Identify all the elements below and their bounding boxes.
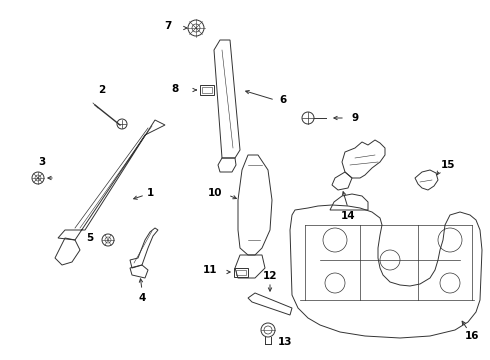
Text: 11: 11 [203, 265, 217, 275]
Bar [200, 85, 214, 95]
Text: 12: 12 [263, 271, 277, 281]
Text: 6: 6 [279, 95, 287, 105]
Text: 15: 15 [441, 160, 455, 170]
Text: 3: 3 [38, 157, 46, 167]
Text: 1: 1 [147, 188, 154, 198]
Text: 16: 16 [465, 331, 479, 341]
Bar [234, 268, 248, 277]
Text: 10: 10 [208, 188, 222, 198]
Text: 4: 4 [138, 293, 146, 303]
Text: 8: 8 [172, 84, 179, 94]
Text: 5: 5 [86, 233, 94, 243]
Text: 14: 14 [341, 211, 355, 221]
Bar [202, 87, 212, 93]
Bar [236, 270, 246, 275]
Text: 9: 9 [351, 113, 359, 123]
Text: 13: 13 [278, 337, 292, 347]
Text: 2: 2 [98, 85, 106, 95]
Text: 7: 7 [164, 21, 171, 31]
